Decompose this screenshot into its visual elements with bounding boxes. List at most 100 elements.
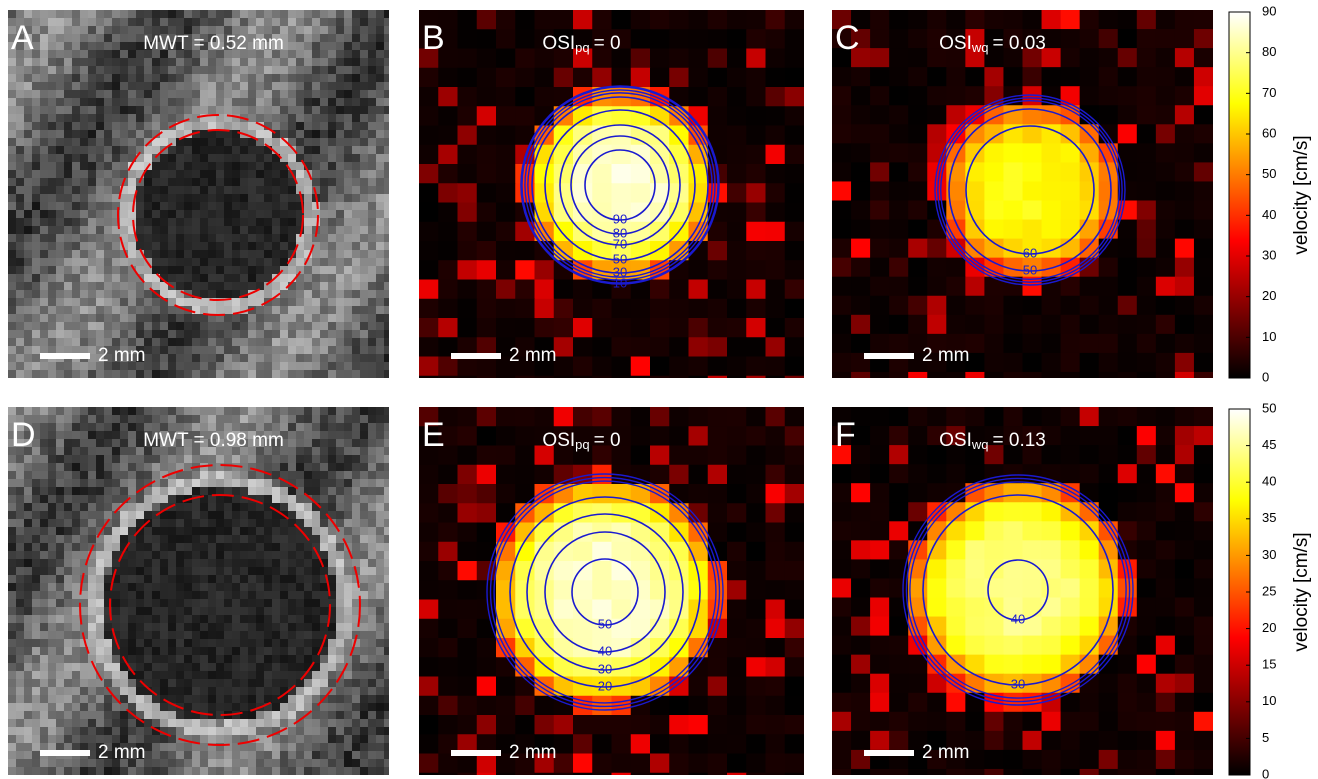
pixel bbox=[360, 407, 368, 415]
pixel bbox=[248, 543, 256, 551]
pixel bbox=[104, 42, 112, 50]
pixel bbox=[136, 607, 144, 615]
pixel bbox=[168, 455, 176, 463]
pixel bbox=[376, 106, 384, 114]
pixel bbox=[184, 575, 192, 583]
pixel bbox=[312, 631, 320, 639]
pixel bbox=[384, 338, 392, 346]
pixel bbox=[612, 10, 632, 30]
pixel bbox=[104, 90, 112, 98]
pixel bbox=[88, 162, 96, 170]
pixel bbox=[112, 431, 120, 439]
pixel bbox=[264, 194, 272, 202]
pixel bbox=[224, 719, 232, 727]
pixel bbox=[32, 695, 40, 703]
pixel bbox=[256, 695, 264, 703]
pixel bbox=[336, 439, 344, 447]
pixel bbox=[216, 631, 224, 639]
pixel bbox=[136, 138, 144, 146]
pixel bbox=[80, 170, 88, 178]
pixel bbox=[496, 87, 516, 107]
panel: 6050OSIwq= 0.03C2 mm bbox=[832, 10, 1214, 392]
pixel bbox=[304, 298, 312, 306]
pixel bbox=[40, 567, 48, 575]
pixel bbox=[336, 362, 344, 370]
pixel bbox=[669, 357, 689, 377]
pixel bbox=[144, 655, 152, 663]
pixel bbox=[360, 338, 368, 346]
pixel bbox=[336, 346, 344, 354]
pixel bbox=[320, 407, 328, 415]
pixel bbox=[80, 242, 88, 250]
pixel bbox=[272, 543, 280, 551]
pixel bbox=[360, 146, 368, 154]
pixel bbox=[376, 26, 384, 34]
pixel bbox=[248, 354, 256, 362]
pixel bbox=[248, 370, 256, 378]
pixel bbox=[360, 330, 368, 338]
pixel bbox=[248, 479, 256, 487]
pixel bbox=[256, 106, 264, 114]
pixel bbox=[232, 226, 240, 234]
pixel bbox=[56, 42, 64, 50]
pixel bbox=[360, 623, 368, 631]
pixel bbox=[200, 362, 208, 370]
pixel bbox=[72, 503, 80, 511]
pixel bbox=[1003, 105, 1023, 125]
pixel bbox=[160, 591, 168, 599]
pixel bbox=[144, 210, 152, 218]
pixel bbox=[1099, 277, 1119, 297]
pixel bbox=[554, 68, 574, 88]
pixel bbox=[136, 82, 144, 90]
pixel bbox=[56, 258, 64, 266]
pixel bbox=[192, 330, 200, 338]
pixel bbox=[8, 519, 16, 527]
pixel bbox=[208, 234, 216, 242]
pixel bbox=[328, 314, 336, 322]
pixel bbox=[224, 282, 232, 290]
pixel bbox=[168, 186, 176, 194]
pixel bbox=[232, 559, 240, 567]
pixel bbox=[312, 471, 320, 479]
pixel bbox=[80, 154, 88, 162]
pixel bbox=[176, 98, 184, 106]
pixel bbox=[72, 479, 80, 487]
pixel bbox=[312, 362, 320, 370]
pixel bbox=[136, 535, 144, 543]
pixel bbox=[176, 559, 184, 567]
pixel bbox=[328, 114, 336, 122]
pixel bbox=[1061, 10, 1081, 30]
pixel bbox=[64, 362, 72, 370]
pixel bbox=[56, 242, 64, 250]
pixel bbox=[352, 535, 360, 543]
pixel bbox=[1061, 334, 1081, 354]
pixel bbox=[304, 471, 312, 479]
pixel bbox=[965, 201, 985, 221]
pixel bbox=[32, 479, 40, 487]
pixel bbox=[48, 599, 56, 607]
pixel bbox=[96, 138, 104, 146]
pixel bbox=[8, 543, 16, 551]
pixel bbox=[208, 98, 216, 106]
pixel bbox=[248, 82, 256, 90]
pixel bbox=[368, 607, 376, 615]
pixel bbox=[1061, 162, 1081, 182]
pixel bbox=[192, 407, 200, 415]
pixel bbox=[16, 258, 24, 266]
pixel bbox=[376, 543, 384, 551]
pixel bbox=[352, 154, 360, 162]
pixel bbox=[112, 322, 120, 330]
pixel bbox=[72, 162, 80, 170]
pixel bbox=[240, 250, 248, 258]
pixel bbox=[160, 599, 168, 607]
pixel bbox=[16, 479, 24, 487]
pixel bbox=[80, 130, 88, 138]
pixel bbox=[368, 306, 376, 314]
pixel bbox=[908, 372, 928, 392]
pixel bbox=[368, 362, 376, 370]
pixel bbox=[384, 234, 392, 242]
pixel bbox=[232, 170, 240, 178]
pixel bbox=[312, 711, 320, 719]
pixel bbox=[280, 226, 288, 234]
pixel bbox=[1175, 258, 1195, 278]
